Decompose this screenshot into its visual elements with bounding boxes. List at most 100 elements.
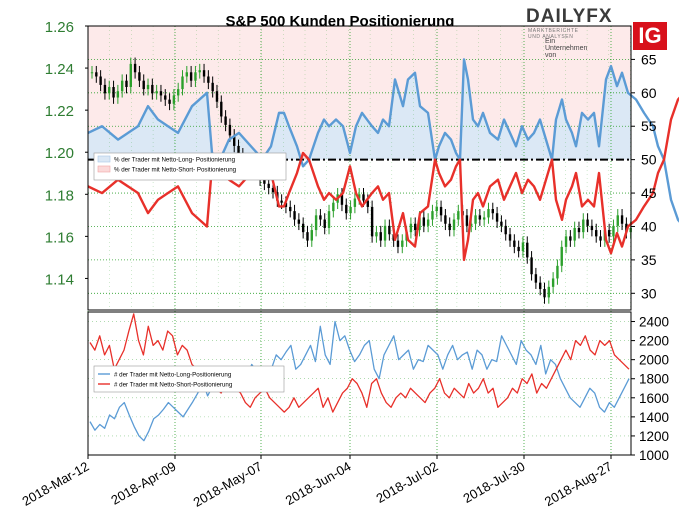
top-legend-label: % der Trader mit Netto-Short- Positionie…	[114, 167, 237, 174]
price-candle-body	[444, 215, 447, 224]
x-axis: 2018-Mar-12 2018-Apr-09 2018-May-07 2018-Ju…	[20, 455, 615, 510]
price-candle-body	[521, 242, 525, 252]
price-candle-body	[159, 91, 163, 96]
price-candle-body	[284, 202, 288, 207]
bottom-legend-label: # der Trader mit Netto-Short-Positionier…	[114, 382, 233, 389]
price-candle-body	[198, 70, 201, 73]
price-candle-body	[577, 227, 581, 233]
bottom-right-tick-label: 1600	[639, 391, 669, 406]
price-candle-body	[504, 225, 507, 235]
price-candle-body	[465, 215, 469, 226]
price-candle-body	[267, 183, 270, 188]
price-candle-body	[289, 206, 292, 212]
price-candle-body	[388, 225, 391, 235]
price-candle-body	[551, 278, 555, 287]
price-candle-body	[491, 209, 494, 214]
price-candle-body	[293, 211, 296, 220]
price-candle-body	[370, 206, 374, 237]
price-candle-body	[146, 84, 150, 90]
price-candle-body	[233, 135, 236, 146]
left-tick-label: 1.26	[45, 19, 74, 36]
price-candle-body	[357, 194, 361, 199]
price-candle-body	[607, 230, 611, 237]
x-tick-label: 2018-Jun-04	[283, 459, 354, 508]
price-candle-body	[319, 215, 322, 220]
price-candle-body	[560, 246, 563, 266]
x-tick-label: 2018-May-07	[191, 459, 265, 510]
price-candle-body	[495, 213, 499, 222]
left-tick-label: 1.22	[45, 103, 74, 120]
price-candle-body	[586, 219, 589, 226]
price-candle-body	[297, 219, 301, 224]
price-candle-body	[547, 286, 551, 298]
price-candle-body	[383, 225, 387, 241]
price-candle-body	[513, 240, 516, 247]
brand-name: DAILYFX	[526, 6, 613, 27]
price-candle-body	[457, 211, 460, 220]
price-candle-body	[482, 217, 486, 220]
price-candle-body	[133, 63, 137, 73]
price-candle-body	[116, 91, 120, 98]
bottom-panel: 1000 1200 1400 1600 1800 2000 2200 2400 # der Tr…	[87, 311, 669, 463]
top-legend-swatch	[97, 155, 111, 163]
price-candle-body	[151, 84, 154, 94]
price-candle-body	[207, 76, 210, 83]
price-candle-body	[414, 223, 417, 231]
right-tick-label: 60	[641, 85, 657, 101]
price-candle-body	[138, 72, 141, 81]
price-candle-body	[340, 194, 344, 205]
price-candle-body	[616, 215, 619, 226]
price-candle-body	[327, 211, 331, 228]
right-tick-label: 45	[641, 185, 657, 201]
price-candle-body	[142, 80, 145, 90]
price-candle-body	[345, 204, 348, 214]
price-candle-body	[452, 219, 456, 231]
top-panel-frame	[87, 25, 632, 311]
bottom-panel-frame	[87, 311, 632, 456]
price-candle-body	[366, 200, 370, 207]
price-candle-body	[474, 215, 477, 224]
right-tick-label: 50	[641, 152, 657, 168]
left-tick-label: 1.18	[45, 187, 74, 204]
price-candle-body	[211, 82, 214, 92]
ig-logo: IG	[633, 22, 667, 50]
price-candle-body	[306, 232, 309, 241]
right-tick-label: 40	[641, 218, 657, 234]
price-candle-body	[301, 223, 305, 233]
price-candle-body	[181, 76, 184, 90]
price-candle-body	[263, 179, 266, 184]
left-tick-label: 1.24	[45, 61, 74, 78]
bottom-right-tick-label: 1200	[639, 429, 669, 444]
price-candle-body	[470, 223, 473, 226]
bottom-legend: # der Trader mit Netto-Long-Positionieru…	[93, 365, 285, 393]
price-candle-body	[164, 95, 167, 100]
price-candle-body	[108, 87, 111, 94]
price-candle-body	[595, 230, 598, 237]
price-candle-body	[129, 63, 132, 88]
price-candle-body	[422, 217, 426, 226]
price-candle-body	[612, 225, 615, 237]
price-candle-body	[237, 145, 240, 155]
price-candle-body	[538, 282, 542, 289]
price-candle-body	[478, 215, 482, 220]
right-tick-label: 55	[641, 118, 657, 134]
price-candle-body	[487, 209, 490, 218]
long-count-line	[89, 320, 630, 442]
price-candle-body	[375, 232, 378, 237]
price-candle-body	[590, 225, 594, 231]
price-candle-body	[409, 223, 413, 233]
price-candle-body	[401, 240, 404, 247]
price-candle-body	[202, 70, 206, 77]
price-candle-body	[120, 80, 124, 92]
price-candle-body	[271, 187, 275, 193]
price-candle-body	[95, 72, 98, 77]
price-candle-body	[500, 221, 503, 226]
x-tick-label: 2018-Aug-27	[542, 459, 615, 510]
left-tick-label: 1.16	[45, 229, 74, 246]
price-candle-body	[314, 215, 318, 231]
price-candle-body	[543, 288, 546, 298]
price-candle-body	[508, 234, 512, 241]
x-tick-label: 2018-Apr-09	[108, 459, 178, 508]
price-candle-body	[194, 72, 197, 81]
price-candle-body	[224, 116, 227, 125]
